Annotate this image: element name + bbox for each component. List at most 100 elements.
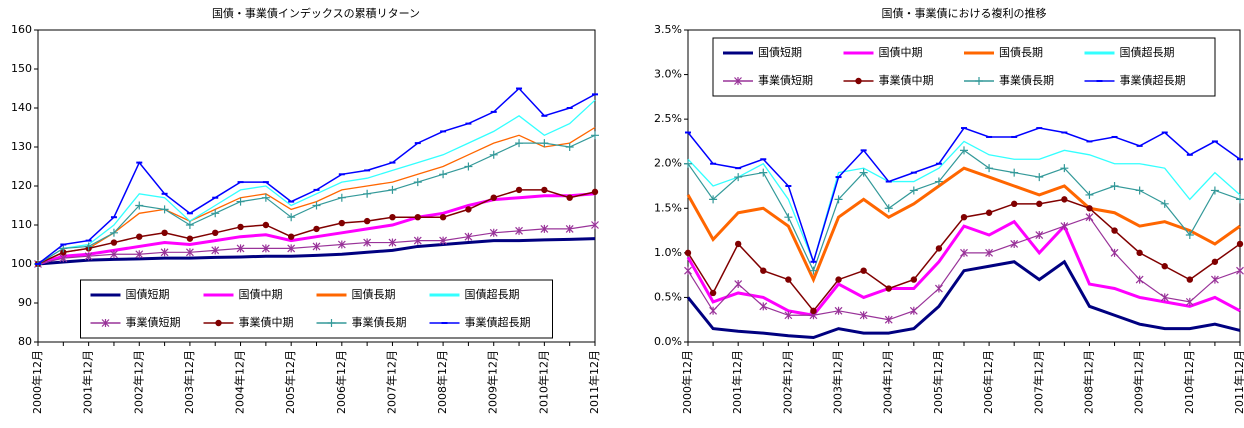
marker (312, 242, 321, 251)
marker (439, 236, 448, 245)
y-tick-label: 1.0% (654, 246, 682, 259)
marker (709, 306, 718, 315)
series-line (37, 237, 596, 266)
marker (236, 197, 245, 206)
legend-box (80, 279, 553, 339)
marker (136, 233, 143, 240)
marker (909, 186, 918, 195)
marker (1111, 227, 1118, 234)
marker (101, 319, 110, 327)
x-tick-label: 2009年12月 (486, 350, 500, 414)
legend-label: 国債中期 (879, 45, 923, 59)
series-line (687, 216, 1241, 321)
marker (1085, 213, 1094, 222)
marker (541, 186, 548, 194)
marker (490, 194, 497, 201)
x-tick-label: 2002年12月 (131, 350, 145, 414)
marker (760, 267, 767, 274)
marker (59, 244, 68, 253)
marker (1210, 186, 1219, 195)
marker (809, 266, 818, 275)
y-tick-label: 3.0% (654, 68, 682, 81)
marker (1010, 239, 1019, 248)
marker (1185, 231, 1194, 240)
x-tick-label: 2000年12月 (680, 350, 694, 414)
x-tick-label: 2007年12月 (384, 350, 398, 414)
marker (363, 189, 372, 198)
legend-label: 事業債中期 (879, 73, 934, 87)
x-tick-label: 2010年12月 (536, 350, 550, 414)
marker (684, 159, 692, 168)
marker (1061, 196, 1068, 203)
marker (1110, 182, 1119, 190)
x-tick-label: 2004年12月 (881, 350, 895, 414)
x-tick-label: 2001年12月 (81, 350, 95, 414)
marker (1135, 275, 1144, 284)
marker (885, 285, 892, 292)
legend-box (712, 37, 1216, 97)
legend-label: 国債短期 (126, 287, 170, 301)
marker (389, 213, 396, 221)
marker (1035, 231, 1044, 240)
marker (1160, 293, 1169, 302)
marker (566, 194, 573, 201)
x-tick-label: 2008年12月 (1081, 350, 1095, 414)
marker (591, 131, 599, 140)
marker (287, 233, 295, 240)
marker (185, 248, 194, 257)
marker (312, 201, 321, 210)
marker (363, 217, 371, 225)
marker (363, 238, 372, 247)
marker (110, 239, 118, 246)
marker (910, 276, 918, 283)
marker (160, 205, 169, 214)
marker (465, 206, 472, 213)
marker (960, 146, 968, 155)
y-tick-label: 100 (11, 257, 32, 270)
marker (237, 223, 244, 231)
legend-label: 国債超長期 (1120, 45, 1175, 59)
marker (135, 250, 144, 259)
marker (1085, 190, 1094, 199)
marker (1236, 240, 1244, 248)
marker (591, 221, 599, 229)
marker (413, 236, 422, 245)
marker (835, 276, 842, 283)
x-tick-label: 2006年12月 (981, 350, 995, 414)
marker (1160, 199, 1169, 208)
marker (960, 248, 968, 257)
marker (709, 195, 718, 204)
marker (709, 289, 717, 297)
marker (734, 77, 742, 85)
x-tick-label: 2004年12月 (233, 350, 247, 414)
y-tick-label: 2.0% (654, 157, 682, 170)
marker (565, 143, 574, 151)
marker (338, 219, 346, 227)
marker (236, 244, 245, 253)
marker (464, 232, 473, 241)
marker (313, 225, 320, 233)
marker (185, 221, 194, 229)
x-tick-label: 2000年12月 (30, 350, 44, 414)
marker (855, 77, 862, 85)
marker (1135, 186, 1144, 195)
x-tick-label: 2008年12月 (435, 350, 449, 414)
marker (934, 284, 943, 293)
y-tick-label: 0.5% (654, 290, 682, 303)
y-tick-label: 130 (11, 140, 32, 153)
marker (784, 213, 793, 222)
legend-label: 国債短期 (758, 45, 802, 59)
marker (734, 280, 743, 289)
series-line (686, 259, 1241, 340)
marker (1186, 276, 1194, 283)
legend-label: 事業債中期 (239, 315, 294, 329)
marker (960, 213, 968, 221)
marker (337, 240, 346, 249)
marker (684, 249, 692, 257)
marker (135, 201, 144, 210)
marker (109, 228, 118, 237)
marker (212, 229, 219, 236)
marker (834, 195, 843, 204)
y-tick-label: 150 (11, 62, 32, 75)
